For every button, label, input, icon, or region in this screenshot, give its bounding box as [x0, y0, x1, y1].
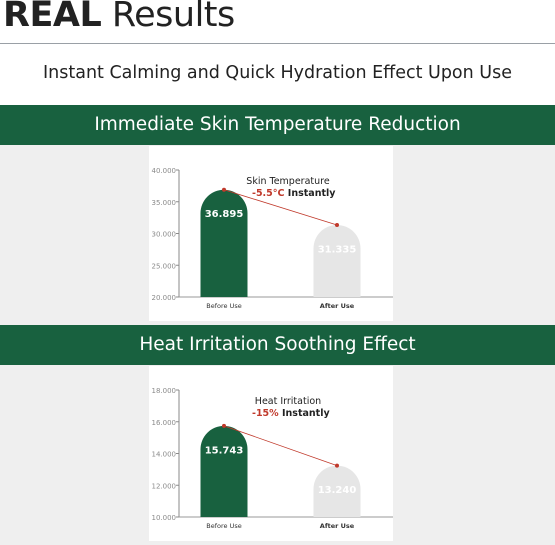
page-subtitle: Instant Calming and Quick Hydration Effe…: [42, 63, 512, 83]
bar-value-label: 36.895: [205, 209, 244, 220]
y-tick-label: 16.000: [152, 419, 177, 427]
x-tick-label: Before Use: [206, 522, 241, 530]
title-bold: REAL: [3, 0, 102, 35]
title-divider: [0, 43, 555, 44]
y-tick-label: 18.000: [152, 387, 177, 395]
irritation-chart-card: 10.000 12.000 14.000 16.000 18.000 15.743 Befo…: [149, 366, 393, 541]
temperature-panel: Immediate Skin Temperature Reduction 20.…: [0, 105, 555, 325]
y-tick-label: 20.000: [152, 294, 177, 302]
y-tick-label: 10.000: [152, 514, 177, 522]
trend-point-before: [222, 423, 226, 428]
trend-line: [223, 189, 338, 226]
bar-after-use: [313, 225, 361, 297]
x-tick-label: Before Use: [206, 302, 241, 310]
trend-point-after: [335, 223, 339, 228]
header: REAL Results: [0, 0, 555, 44]
annotation-change: -5.5°C Instantly: [252, 188, 336, 199]
y-tick-label: 40.000: [152, 167, 177, 175]
temperature-chart: 20.000 25.000 30.000 35.000 40.000 36.895 Befo…: [152, 167, 393, 310]
annotation-change-suffix: Instantly: [285, 188, 337, 199]
bar-value-label: 31.335: [318, 245, 357, 256]
trend-point-after: [335, 463, 339, 468]
y-tick-label: 30.000: [152, 231, 177, 239]
bar-value-label: 13.240: [318, 485, 357, 496]
x-tick-label: After Use: [320, 302, 355, 310]
annotation-change: -15% Instantly: [252, 408, 330, 419]
trend-line: [223, 425, 338, 466]
annotation-change-value: -5.5°C: [252, 188, 285, 199]
irritation-panel: Heat Irritation Soothing Effect 10.000 12…: [0, 325, 555, 545]
bar-value-label: 15.743: [205, 445, 244, 456]
annotation-title: Heat Irritation: [255, 396, 321, 407]
bar-before-use: [200, 189, 248, 297]
temperature-panel-heading: Immediate Skin Temperature Reduction: [0, 105, 555, 145]
y-tick-label: 25.000: [152, 262, 177, 270]
trend-point-before: [222, 187, 226, 192]
y-tick-label: 12.000: [152, 482, 177, 490]
y-tick-label: 35.000: [152, 199, 177, 207]
annotation-change-suffix: Instantly: [279, 408, 331, 419]
annotation-title: Skin Temperature: [246, 176, 330, 187]
title-rest: Results: [101, 0, 235, 35]
bar-before-use: [200, 425, 248, 517]
x-tick-label: After Use: [320, 522, 355, 530]
irritation-chart: 10.000 12.000 14.000 16.000 18.000 15.743 Befo…: [152, 387, 393, 530]
temperature-chart-card: 20.000 25.000 30.000 35.000 40.000 36.895 Befo…: [149, 146, 393, 321]
irritation-panel-heading: Heat Irritation Soothing Effect: [0, 325, 555, 365]
page-title: REAL Results: [3, 0, 235, 35]
annotation-change-value: -15%: [252, 408, 279, 419]
y-tick-label: 14.000: [152, 451, 177, 459]
bar-after-use: [313, 465, 361, 517]
